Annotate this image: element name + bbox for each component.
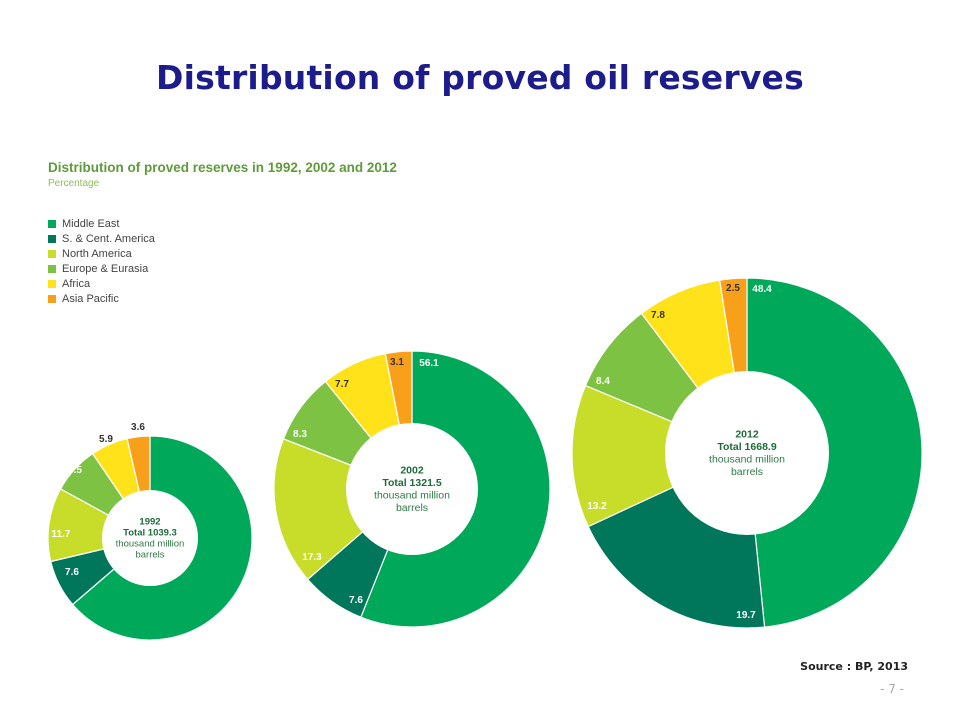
- center-unit-line1-2002: thousand million: [374, 489, 450, 501]
- slice-label-2002-africa: 7.7: [335, 379, 349, 390]
- legend-item-africa: Africa: [48, 276, 155, 291]
- slice-label-1992-middle-east: 63.7: [152, 425, 172, 436]
- slice-label-2002-north-america: 17.3: [302, 552, 322, 563]
- donut-hole: [346, 423, 478, 555]
- center-total-1992: Total 1039.3: [123, 528, 177, 539]
- legend-item-s-cent-america: S. & Cent. America: [48, 231, 155, 246]
- slice-label-2002-europe-eurasia: 8.3: [293, 429, 307, 440]
- slice-label-2012-s-cent-america: 19.7: [736, 610, 756, 621]
- legend-item-middle-east: Middle East: [48, 216, 155, 231]
- donut-hole: [102, 490, 198, 586]
- chart-title: Distribution of proved reserves in 1992,…: [48, 160, 397, 175]
- chart-subtitle: Percentage: [48, 178, 100, 189]
- legend-swatch: [48, 234, 56, 243]
- slice-2012-north-america: [571, 384, 749, 528]
- center-unit-line2-2012: barrels: [731, 466, 763, 478]
- legend-label: Europe & Eurasia: [62, 262, 149, 275]
- slice-label-2002-asia-pacific: 3.1: [390, 357, 404, 368]
- slice-label-1992-africa: 5.9: [99, 434, 113, 445]
- source-note: Source : BP, 2013: [800, 660, 908, 673]
- chart-legend: Middle East S. & Cent. America North Ame…: [48, 216, 155, 306]
- slice-label-1992-s-cent-america: 7.6: [65, 567, 79, 578]
- legend-item-north-america: North America: [48, 246, 155, 261]
- center-unit-line2-2002: barrels: [396, 502, 428, 514]
- legend-swatch: [48, 279, 56, 288]
- center-year-1992: 1992: [139, 517, 160, 528]
- slice-2012-middle-east: [746, 277, 923, 628]
- legend-swatch: [48, 219, 56, 228]
- slice-label-1992-asia-pacific: 3.6: [131, 422, 145, 433]
- slice-label-2012-north-america: 13.2: [587, 501, 607, 512]
- legend-swatch: [48, 264, 56, 273]
- center-unit-line1-1992: thousand million: [116, 539, 185, 550]
- legend-item-asia-pacific: Asia Pacific: [48, 291, 155, 306]
- slice-2002-north-america: [273, 438, 414, 581]
- legend-label: Asia Pacific: [62, 292, 119, 305]
- slice-label-2002-middle-east: 56.1: [419, 358, 439, 369]
- center-unit-line1-2012: thousand million: [709, 453, 785, 465]
- donut-hole: [665, 371, 829, 535]
- legend-label: North America: [62, 247, 132, 260]
- legend-swatch: [48, 294, 56, 303]
- slice-label-2012-africa: 7.8: [651, 310, 665, 321]
- slide-title: Distribution of proved oil reserves: [156, 58, 804, 97]
- slice-label-2012-europe-eurasia: 8.4: [596, 376, 610, 387]
- slice-label-1992-north-america: 11.7: [52, 529, 71, 540]
- legend-item-europe-eurasia: Europe & Eurasia: [48, 261, 155, 276]
- center-year-2002: 2002: [400, 464, 424, 476]
- page-number: - 7 -: [880, 682, 904, 696]
- center-total-2012: Total 1668.9: [717, 441, 776, 453]
- center-unit-line2-1992: barrels: [135, 550, 164, 561]
- legend-label: Africa: [62, 277, 91, 290]
- slice-label-2012-middle-east: 48.4: [752, 284, 772, 295]
- legend-label: S. & Cent. America: [62, 232, 155, 245]
- slice-label-2002-s-cent-america: 7.6: [349, 595, 363, 606]
- slice-label-1992-europe-eurasia: 7.5: [68, 465, 82, 476]
- slice-label-2012-asia-pacific: 2.5: [726, 283, 740, 294]
- center-year-2012: 2012: [735, 428, 759, 440]
- legend-label: Middle East: [62, 217, 120, 230]
- legend-swatch: [48, 249, 56, 258]
- center-total-2002: Total 1321.5: [382, 477, 441, 489]
